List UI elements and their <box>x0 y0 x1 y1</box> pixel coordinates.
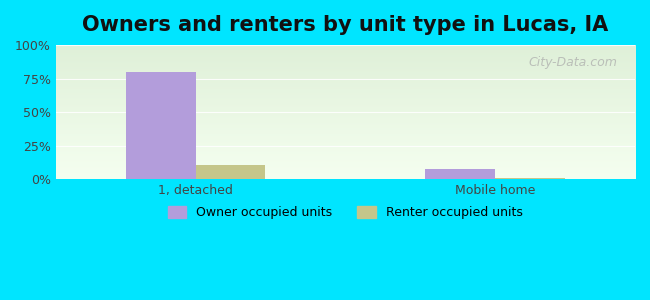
Text: City-Data.com: City-Data.com <box>528 56 618 69</box>
Bar <box>425 169 495 179</box>
Title: Owners and renters by unit type in Lucas, IA: Owners and renters by unit type in Lucas… <box>83 15 608 35</box>
Bar <box>495 178 565 179</box>
Bar <box>125 72 196 179</box>
Bar <box>196 165 265 179</box>
Legend: Owner occupied units, Renter occupied units: Owner occupied units, Renter occupied un… <box>162 201 528 224</box>
